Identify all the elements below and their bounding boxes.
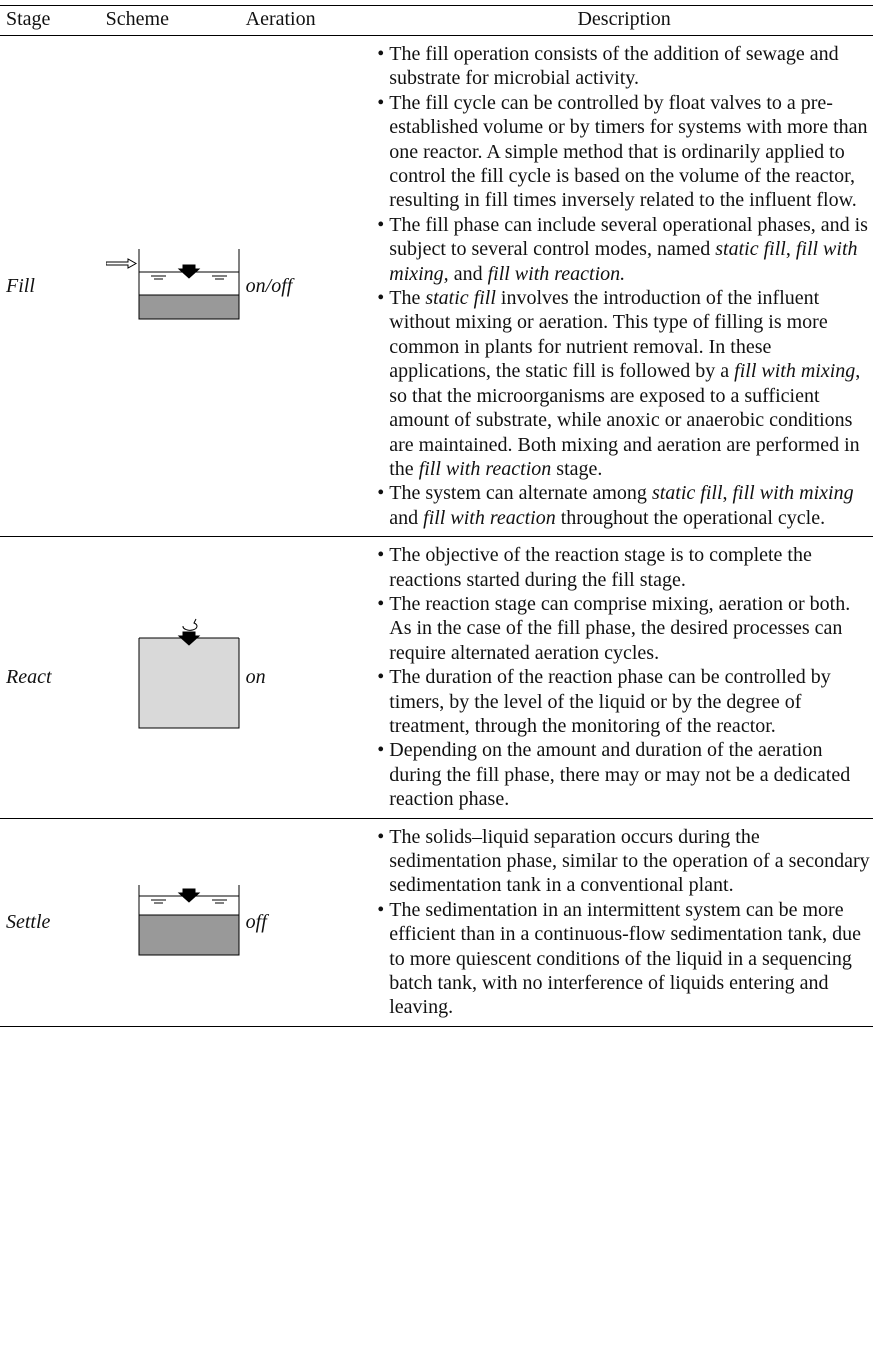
rotation: [182, 619, 198, 632]
inflow-arrow: [105, 258, 137, 269]
text-run: The reaction stage can comprise mixing, …: [389, 592, 851, 664]
text-run: stage.: [551, 457, 603, 480]
emphasis: fill with reaction: [418, 457, 552, 480]
text-run: ,: [722, 482, 733, 505]
scheme-cell: [105, 818, 246, 1027]
react-scheme: [138, 619, 240, 729]
text-run: throughout the operational cycle.: [555, 506, 826, 529]
bullet-list: The solids–liquid separation occurs duri…: [375, 825, 873, 1020]
sludge: [138, 914, 240, 956]
header-cell: Stage: [0, 5, 106, 36]
description: The solids–liquid separation occurs duri…: [375, 818, 873, 1027]
text-run: The objective of the reaction stage is t…: [389, 544, 812, 591]
text-run: The fill phase can include several opera…: [389, 213, 868, 261]
bullet: Depending on the amount and duration of …: [377, 738, 873, 811]
bullet: The system can alternate among static fi…: [377, 481, 873, 530]
surface-marks: [150, 275, 227, 280]
bullet: The fill cycle can be controlled by floa…: [377, 91, 873, 213]
tank: [138, 638, 240, 729]
row: Settle off The solids–liquid separation …: [0, 818, 873, 1027]
emphasis: fill with mixing: [734, 360, 856, 383]
aeration: off: [245, 818, 376, 1027]
bullet: The fill operation consists of the addit…: [377, 42, 873, 91]
stage: Settle: [0, 818, 106, 1027]
text-run: The fill operation consists of the addit…: [389, 43, 839, 90]
text-run: The fill cycle can be controlled by floa…: [389, 91, 868, 212]
text-run: involves the introduction of the influen…: [389, 287, 828, 383]
scheme-cell: [105, 35, 246, 538]
bullet-list: The fill operation consists of the addit…: [375, 42, 873, 530]
emphasis: fill with reaction: [423, 506, 556, 529]
emphasis: static fill: [651, 482, 723, 505]
bullet: The sedimentation in an intermittent sys…: [377, 898, 873, 1020]
aerator: [177, 888, 200, 903]
text-run: The solids–liquid separation occurs duri…: [389, 825, 870, 897]
fill-scheme: [105, 249, 240, 320]
sludge: [138, 294, 240, 320]
bullet: The reaction stage can comprise mixing, …: [377, 592, 873, 665]
bullet: The fill phase can include several opera…: [377, 213, 873, 286]
bullet-list: The objective of the reaction stage is t…: [375, 543, 873, 811]
bullet: The solids–liquid separation occurs duri…: [377, 825, 873, 898]
text-run: The sedimentation in an intermittent sys…: [389, 898, 861, 1019]
emphasis: fill with reaction.: [487, 262, 626, 285]
row: React on The objective of the reaction s…: [0, 536, 873, 819]
text-run: and: [448, 262, 488, 285]
text-run: The duration of the reaction phase can b…: [389, 666, 831, 737]
aeration: on: [245, 536, 376, 819]
emphasis: fill with mixing,: [389, 238, 858, 285]
emphasis: static fill: [715, 238, 786, 261]
text-run: The: [389, 287, 426, 310]
stage-table: Stage Scheme Aeration Description Fill o…: [0, 5, 873, 1027]
description: The objective of the reaction stage is t…: [375, 536, 873, 819]
stage: React: [0, 536, 106, 819]
text-run: ,: [785, 238, 796, 261]
emphasis: static fill: [425, 287, 496, 310]
text-run: The system can alternate among: [389, 482, 652, 505]
aerator: [177, 264, 200, 279]
stage: Fill: [0, 35, 106, 538]
settle-scheme: [138, 885, 240, 956]
bullet: The duration of the reaction phase can b…: [377, 665, 873, 738]
text-run: , so that the microorganisms are exposed…: [389, 360, 861, 480]
emphasis: fill with mixing: [732, 482, 854, 505]
header-cell: Aeration: [245, 5, 376, 36]
bullet: The objective of the reaction stage is t…: [377, 543, 873, 592]
header-cell: Scheme: [105, 5, 246, 36]
aeration: on/off: [245, 35, 376, 538]
surface-marks: [150, 899, 227, 904]
header-row: Stage Scheme Aeration Description: [0, 5, 873, 36]
bullet: The static fill involves the introductio…: [377, 286, 873, 481]
row: Fill on/off The fill operation consists …: [0, 35, 873, 538]
header-cell: Description: [375, 5, 873, 36]
scheme-cell: [105, 536, 246, 819]
aerator: [177, 631, 200, 647]
text-run: and: [389, 506, 424, 529]
text-run: Depending on the amount and duration of …: [389, 739, 851, 811]
description: The fill operation consists of the addit…: [375, 35, 873, 538]
